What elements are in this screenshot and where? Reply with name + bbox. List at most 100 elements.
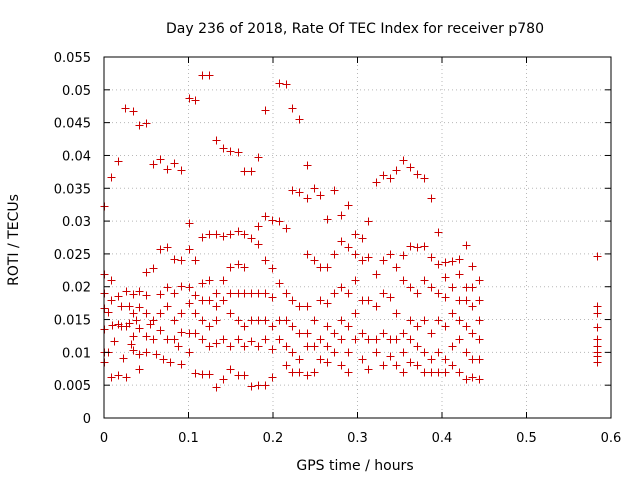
data-point — [413, 361, 422, 370]
data-point — [468, 283, 477, 292]
grid-layer — [104, 57, 611, 418]
data-point — [129, 107, 138, 116]
data-point — [135, 350, 144, 359]
data-point — [117, 302, 126, 311]
data-point — [468, 355, 477, 364]
data-point — [379, 256, 388, 265]
data-point — [406, 283, 415, 292]
data-point — [310, 256, 319, 265]
data-point — [288, 296, 297, 305]
data-point — [198, 296, 207, 305]
data-point — [448, 361, 457, 370]
data-point — [448, 257, 457, 266]
data-point — [135, 121, 144, 130]
y-tick-label: 0.025 — [54, 248, 91, 263]
x-tick-label: 0.6 — [601, 431, 622, 446]
data-point — [282, 224, 291, 233]
y-tick-label: 0.03 — [62, 215, 91, 230]
data-point — [392, 335, 401, 344]
data-point — [316, 296, 325, 305]
data-point — [268, 264, 277, 273]
data-point — [288, 186, 297, 195]
data-point — [226, 147, 235, 156]
y-tick-label: 0.035 — [54, 182, 91, 197]
data-point — [392, 309, 401, 318]
data-point — [163, 283, 172, 292]
data-point — [254, 381, 263, 390]
data-point — [254, 222, 263, 231]
data-point — [282, 342, 291, 351]
data-point — [125, 319, 134, 328]
data-point — [170, 255, 179, 264]
data-point — [234, 227, 243, 236]
data-point — [234, 148, 243, 157]
data-point — [177, 282, 186, 291]
data-point — [142, 348, 151, 357]
data-point — [386, 250, 395, 259]
data-point — [170, 316, 179, 325]
data-point — [135, 324, 144, 333]
data-point — [240, 371, 249, 380]
data-point — [129, 309, 138, 318]
data-point — [198, 233, 207, 242]
data-point — [122, 287, 131, 296]
data-point — [420, 316, 429, 325]
data-point — [261, 316, 270, 325]
data-point — [268, 216, 277, 225]
data-point — [462, 296, 471, 305]
data-point — [351, 230, 360, 239]
data-point — [427, 283, 436, 292]
data-point — [316, 263, 325, 272]
data-point — [104, 308, 113, 317]
data-point — [303, 250, 312, 259]
data-point — [107, 173, 116, 182]
data-point — [406, 242, 415, 251]
data-point — [156, 309, 165, 318]
data-point — [406, 358, 415, 367]
x-tick-label: 0.1 — [178, 431, 199, 446]
y-tick-label: 0.05 — [62, 84, 91, 99]
data-point — [177, 360, 186, 369]
data-point — [185, 283, 194, 292]
data-point — [455, 368, 464, 377]
data-point — [344, 322, 353, 331]
y-tick-label: 0.005 — [54, 379, 91, 394]
data-point — [303, 342, 312, 351]
data-point — [282, 316, 291, 325]
data-point — [330, 348, 339, 357]
data-point — [177, 328, 186, 337]
data-point — [295, 188, 304, 197]
data-point — [219, 276, 228, 285]
y-tick-label: 0.015 — [54, 314, 91, 329]
data-point — [462, 375, 471, 384]
data-point — [427, 329, 436, 338]
data-point — [121, 104, 130, 113]
data-point — [219, 296, 228, 305]
data-point — [344, 348, 353, 357]
data-point — [198, 279, 207, 288]
data-point — [240, 342, 249, 351]
data-point — [240, 263, 249, 272]
data-point — [330, 250, 339, 259]
data-point — [205, 370, 214, 379]
data-point — [107, 276, 116, 285]
data-point — [288, 104, 297, 113]
data-point — [247, 337, 256, 346]
data-point — [261, 256, 270, 265]
data-point — [351, 250, 360, 259]
data-point — [185, 94, 194, 103]
data-point — [462, 241, 471, 250]
data-point — [127, 340, 136, 349]
data-point — [159, 355, 168, 364]
y-tick-label: 0 — [83, 412, 91, 427]
data-point — [358, 329, 367, 338]
data-point — [420, 276, 429, 285]
x-axis-label: GPS time / hours — [296, 458, 413, 474]
data-point — [364, 335, 373, 344]
data-point — [282, 361, 291, 370]
data-point — [323, 342, 332, 351]
data-point — [282, 289, 291, 298]
data-point — [420, 242, 429, 251]
data-point — [177, 166, 186, 175]
data-point — [205, 322, 214, 331]
